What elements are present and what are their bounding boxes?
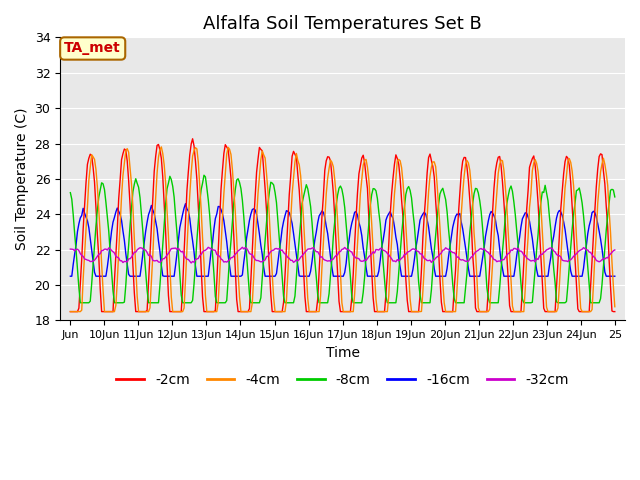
Title: Alfalfa Soil Temperatures Set B: Alfalfa Soil Temperatures Set B — [204, 15, 482, 33]
Legend: -2cm, -4cm, -8cm, -16cm, -32cm: -2cm, -4cm, -8cm, -16cm, -32cm — [111, 368, 575, 393]
X-axis label: Time: Time — [326, 346, 360, 360]
Y-axis label: Soil Temperature (C): Soil Temperature (C) — [15, 108, 29, 250]
Text: TA_met: TA_met — [64, 41, 121, 56]
